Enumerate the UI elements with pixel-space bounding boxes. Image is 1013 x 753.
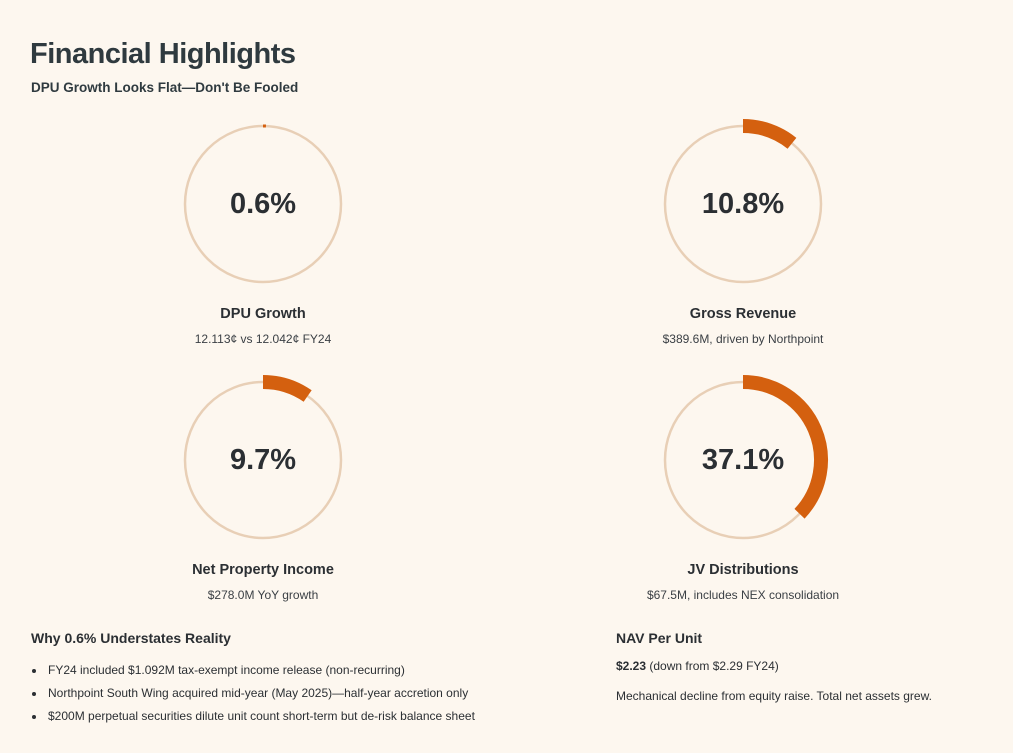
page-title: Financial Highlights	[30, 38, 296, 70]
progress-ring: 0.6%	[163, 104, 363, 304]
understates-heading: Why 0.6% Understates Reality	[31, 630, 231, 646]
nav-note: Mechanical decline from equity raise. To…	[616, 689, 932, 703]
progress-ring-svg	[183, 124, 343, 284]
metric-detail: 12.113¢ vs 12.042¢ FY24	[194, 332, 332, 346]
ring-progress-arc	[742, 375, 828, 519]
nav-value-line: $2.23 (down from $2.29 FY24)	[616, 659, 779, 673]
metric-value: 9.7%	[229, 444, 297, 476]
nav-value-note: (down from $2.29 FY24)	[646, 659, 779, 673]
metric-label: DPU Growth	[220, 306, 306, 322]
list-item: FY24 included $1.092M tax-exempt income …	[31, 659, 475, 682]
metric-value: 10.8%	[701, 188, 785, 220]
progress-ring: 10.8%	[643, 104, 843, 304]
list-item: Northpoint South Wing acquired mid-year …	[31, 682, 475, 705]
metric-label: JV Distributions	[687, 562, 799, 578]
nav-value: $2.23	[616, 659, 647, 673]
metric-label: Net Property Income	[192, 562, 334, 578]
metric-value: 37.1%	[701, 444, 785, 476]
nav-heading: NAV Per Unit	[616, 630, 703, 646]
understates-list: FY24 included $1.092M tax-exempt income …	[31, 659, 475, 728]
metric-detail: $67.5M, includes NEX consolidation	[646, 588, 840, 602]
ring-progress-arc	[742, 119, 797, 149]
list-item: $200M perpetual securities dilute unit c…	[31, 705, 475, 728]
metric-label: Gross Revenue	[689, 306, 797, 322]
progress-ring: 9.7%	[163, 360, 363, 560]
progress-ring: 37.1%	[643, 360, 843, 560]
metric-value: 0.6%	[229, 188, 297, 220]
progress-ring-svg	[663, 375, 828, 540]
metric-detail: $278.0M YoY growth	[207, 588, 319, 602]
page-subtitle: DPU Growth Looks Flat—Don't Be Fooled	[31, 80, 299, 95]
progress-ring-svg	[183, 375, 343, 540]
progress-ring-svg	[663, 119, 823, 284]
metric-detail: $389.6M, driven by Northpoint	[662, 332, 824, 346]
ring-progress-arc	[262, 375, 312, 402]
